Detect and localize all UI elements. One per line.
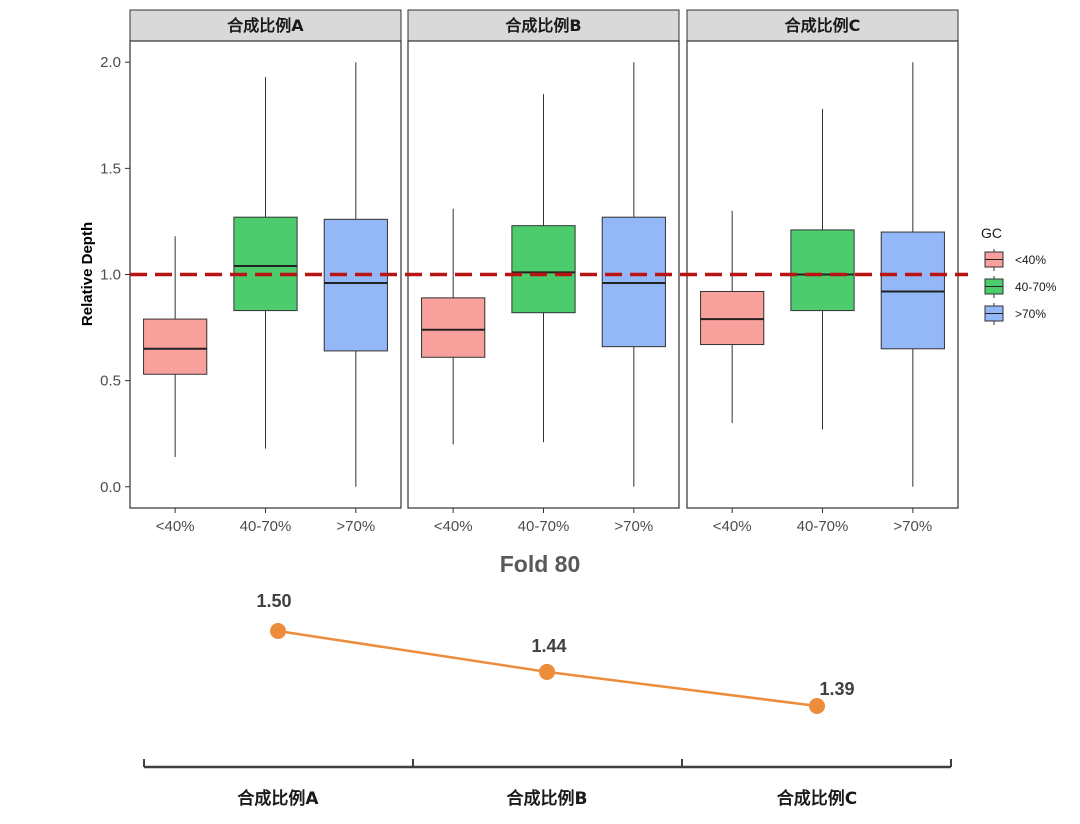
fold-value-label: 1.44 [531,636,566,656]
box-body [511,225,576,314]
box-body [143,318,208,375]
box-body [880,231,945,350]
x-tick-label: 40-70% [518,518,570,535]
panel-title: 合成比例A [227,16,304,35]
panel: 合成比例A <40% 40-70% >70% [129,9,402,535]
panel-title: 合成比例C [785,16,861,35]
box-1 [233,77,298,449]
y-axis: 0.0 0.5 1.0 1.5 2.0 [100,54,130,496]
fold-category-label: 合成比例A [237,788,319,809]
box-0 [143,236,208,458]
panel-title: 合成比例B [505,16,581,35]
x-tick-label: >70% [336,518,375,535]
fold-point [270,623,286,639]
box-body [421,297,486,358]
fold-value-label: 1.39 [819,679,854,699]
legend-label: 40-70% [1015,280,1057,294]
legend-title: GC [981,225,1002,241]
y-axis-title: Relative Depth [79,222,96,326]
fold-point [809,698,825,714]
y-tick-label: 2.0 [100,54,121,71]
box-2 [323,62,388,487]
y-tick-label: 0.0 [100,479,121,496]
panel: 合成比例B <40% 40-70% >70% [407,9,680,535]
legend-entry: 40-70% [984,276,1057,298]
x-tick-label: 40-70% [797,518,849,535]
box-body [323,218,388,352]
fold-point [539,663,555,680]
box-body [700,290,765,346]
fold-value-label: 1.50 [256,591,291,611]
fold-line-chart: 1.50 1.44 1.39 合成比例A 合成比例B 合成比例C [143,591,952,809]
x-tick-label: >70% [893,518,932,535]
legend-label: >70% [1015,307,1046,321]
panel-strip [686,9,959,42]
legend: GC <40% 40-70% >70% [981,225,1057,325]
y-tick-label: 1.5 [100,160,121,177]
x-tick-label: <40% [156,518,195,535]
panel: 合成比例C <40% 40-70% >70% [686,9,959,535]
fold-chart-title: Fold 80 [500,551,581,577]
box-2 [601,62,666,487]
x-tick-label: >70% [614,518,653,535]
x-tick-label: 40-70% [240,518,292,535]
box-body [601,216,666,348]
box-1 [511,94,576,443]
box-0 [700,210,765,424]
x-tick-label: <40% [434,518,473,535]
box-1 [790,108,855,430]
legend-entry: <40% [984,249,1046,271]
box-2 [880,62,945,487]
box-body [790,229,855,312]
y-tick-label: 0.5 [100,373,121,390]
fold-category-label: 合成比例C [777,788,857,809]
legend-label: <40% [1015,253,1046,267]
y-tick-label: 1.0 [100,267,121,284]
box-0 [421,208,486,445]
boxplot-panels: 合成比例A<40% 40-70% >70%合成比例B<40% 40-70% >70%合成… [129,9,959,535]
fold-category-label: 合成比例B [507,788,588,809]
legend-entry: >70% [984,303,1046,325]
panel-strip [129,9,402,42]
box-body [233,216,298,312]
x-tick-label: <40% [713,518,752,535]
